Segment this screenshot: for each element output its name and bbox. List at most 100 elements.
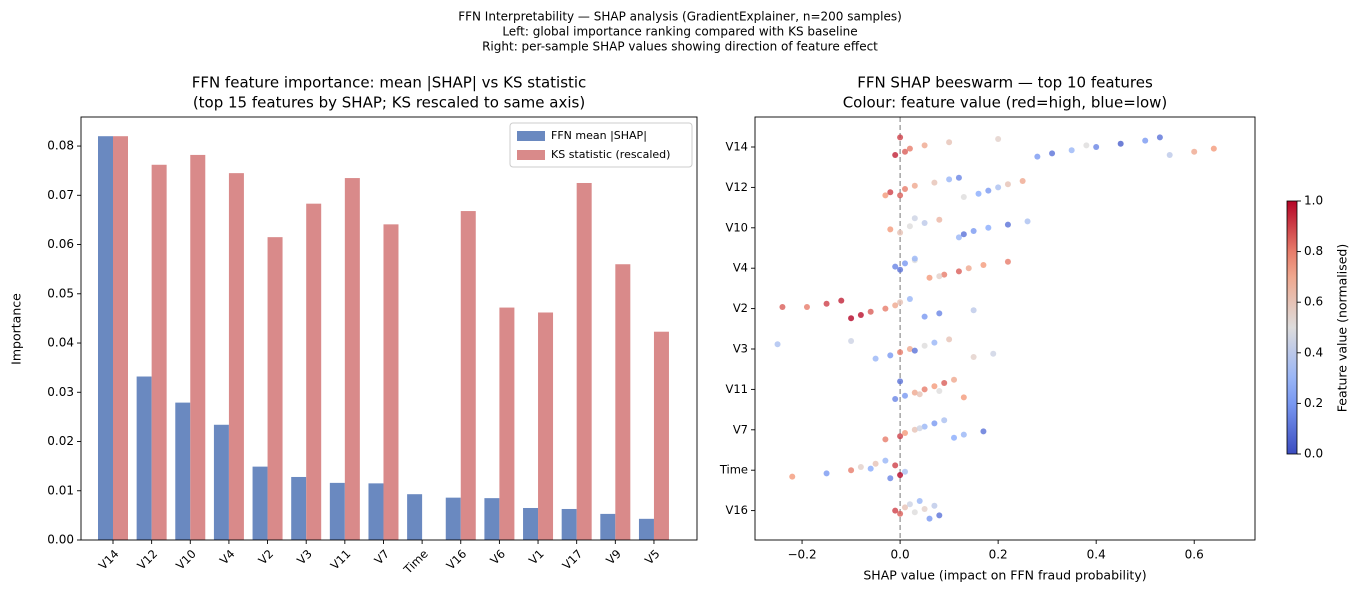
- y-tick-label: V3: [733, 342, 748, 356]
- point: [887, 189, 894, 196]
- bar: [638, 518, 654, 540]
- point: [921, 142, 928, 149]
- x-tick-label: V11: [328, 547, 354, 573]
- bar: [600, 513, 616, 540]
- x-tick-label: V9: [603, 547, 624, 568]
- point: [1093, 144, 1100, 150]
- chart-title: FFN SHAP beeswarm — top 10 features: [857, 74, 1153, 92]
- point: [1004, 221, 1011, 228]
- x-axis-label: SHAP value (impact on FFN fraud probabil…: [863, 568, 1146, 583]
- bar: [445, 497, 461, 540]
- bar: [576, 182, 592, 540]
- colorbar-tick-label: 0.8: [1304, 244, 1323, 258]
- point: [911, 182, 918, 189]
- x-tick-label: 0.0: [891, 548, 910, 562]
- chart-title: (top 15 features by SHAP; KS rescaled to…: [193, 94, 585, 112]
- point: [960, 431, 967, 438]
- point: [848, 338, 855, 344]
- point: [941, 271, 948, 278]
- point: [916, 498, 923, 504]
- point: [897, 510, 904, 517]
- point: [823, 300, 830, 307]
- bar: [151, 164, 167, 541]
- point: [980, 262, 987, 268]
- point: [892, 302, 899, 309]
- point: [882, 192, 889, 199]
- point: [931, 420, 938, 427]
- y-tick-label: 0.03: [47, 385, 74, 399]
- colorbar-label: Feature value (normalised): [1335, 244, 1350, 413]
- point: [970, 354, 977, 360]
- y-tick-label: V4: [733, 261, 748, 275]
- point: [946, 336, 953, 343]
- point: [848, 315, 855, 322]
- x-tick-label: 0.4: [1087, 548, 1106, 562]
- y-tick-label: V14: [725, 140, 748, 154]
- y-tick-label: 0.04: [47, 336, 74, 350]
- x-tick-label: V1: [526, 547, 547, 568]
- point: [892, 396, 899, 402]
- point: [990, 350, 997, 357]
- legend-box: [509, 122, 693, 168]
- point: [955, 234, 962, 241]
- point: [789, 473, 796, 480]
- point: [897, 266, 904, 273]
- point: [902, 392, 908, 399]
- point: [936, 273, 943, 280]
- point: [960, 231, 967, 238]
- point: [936, 310, 943, 317]
- bar: [175, 402, 191, 540]
- point: [1117, 140, 1124, 147]
- suptitle: Right: per-sample SHAP values showing di…: [482, 40, 878, 54]
- colorbar-tick-label: 0.0: [1304, 447, 1323, 461]
- point: [897, 134, 904, 141]
- point: [882, 305, 889, 312]
- point: [921, 220, 928, 226]
- point: [1210, 145, 1217, 152]
- x-tick-label: V3: [294, 547, 315, 568]
- y-tick-label: 0.02: [47, 434, 74, 448]
- point: [1156, 134, 1163, 141]
- legend-label: KS statistic (rescaled): [551, 148, 670, 161]
- bar: [484, 498, 500, 540]
- bar: [329, 482, 345, 540]
- point: [1019, 178, 1026, 184]
- point: [906, 145, 913, 152]
- bar: [306, 203, 322, 540]
- y-tick-label: 0.06: [47, 237, 74, 251]
- point: [936, 388, 943, 394]
- colorbar-tick-label: 1.0: [1304, 194, 1323, 208]
- point: [1191, 148, 1198, 155]
- bar: [538, 312, 554, 540]
- point: [911, 347, 918, 354]
- point: [921, 386, 928, 393]
- point: [911, 389, 918, 396]
- point: [985, 224, 992, 231]
- point: [1083, 142, 1090, 149]
- point: [995, 136, 1002, 142]
- point: [916, 391, 923, 398]
- point: [906, 223, 913, 230]
- y-tick-label: 0.07: [47, 188, 74, 202]
- point: [897, 299, 904, 306]
- y-axis-label: Importance: [9, 293, 24, 365]
- point: [931, 383, 938, 390]
- bar: [252, 466, 268, 540]
- point: [906, 501, 913, 508]
- point: [980, 428, 987, 435]
- point: [955, 174, 962, 181]
- y-tick-label: Time: [719, 463, 748, 477]
- bar: [499, 307, 515, 540]
- point: [892, 462, 899, 469]
- bar: [407, 494, 423, 540]
- point: [897, 378, 904, 385]
- point: [887, 352, 894, 359]
- point: [848, 467, 855, 474]
- point: [1049, 150, 1056, 157]
- point: [779, 304, 786, 310]
- bar: [383, 224, 399, 540]
- point: [1034, 153, 1041, 160]
- point: [1166, 152, 1173, 158]
- colorbar-tick-label: 0.2: [1304, 396, 1323, 410]
- x-tick-label: 0.6: [1185, 548, 1204, 562]
